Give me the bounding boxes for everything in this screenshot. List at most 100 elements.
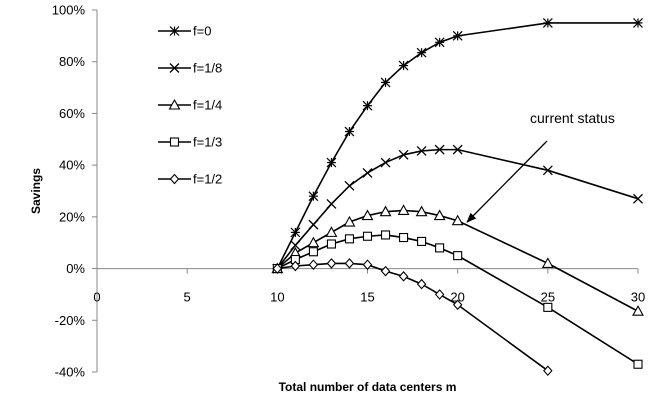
data-point (633, 359, 643, 369)
data-point (325, 226, 338, 237)
x-tick-label: 30 (631, 290, 645, 305)
data-point (362, 231, 373, 241)
data-point (398, 271, 409, 282)
data-point (433, 209, 446, 221)
series-line (276, 148, 639, 270)
legend-marker (169, 63, 180, 73)
data-point (362, 100, 373, 111)
marker-stroke (326, 198, 337, 209)
data-point (451, 214, 464, 226)
data-point (379, 205, 392, 217)
marker-stroke (326, 157, 337, 168)
data-point (380, 230, 391, 240)
marker-stroke (633, 18, 643, 28)
data-point (543, 365, 553, 377)
legend-label: f=1/3 (193, 135, 222, 150)
data-point (290, 227, 301, 238)
marker-stroke (362, 100, 373, 111)
series-line (277, 262, 549, 372)
data-point (633, 193, 643, 204)
y-tick-label: -40% (55, 365, 86, 380)
series-5 (272, 258, 553, 377)
legend-entry: f=1/4 (158, 98, 222, 113)
marker-stroke (290, 227, 301, 238)
marker-stroke (434, 144, 445, 155)
data-point (452, 144, 463, 155)
data-point (632, 305, 644, 316)
y-axis-title: Savings (29, 168, 43, 214)
legend-marker (169, 137, 180, 147)
y-tick-label: 40% (59, 158, 85, 173)
x-tick-label: 0 (93, 290, 100, 305)
marker-stroke (380, 77, 391, 88)
data-point (326, 157, 337, 168)
marker-stroke (434, 37, 445, 48)
legend-label: f=1/8 (193, 61, 222, 76)
data-point (434, 289, 445, 300)
annotation-label: current status (530, 110, 615, 126)
data-point (434, 144, 445, 155)
y-tick-label: 80% (59, 54, 85, 69)
data-point (307, 236, 320, 248)
marker-stroke (542, 18, 553, 28)
legend-entry: f=1/3 (158, 135, 222, 150)
data-point (380, 265, 391, 277)
data-point (343, 215, 356, 227)
data-point (272, 263, 283, 274)
data-point (344, 126, 355, 137)
data-point (416, 278, 427, 290)
data-point (417, 236, 427, 246)
data-point (542, 165, 553, 176)
data-point (326, 239, 336, 249)
legend-label: f=0 (193, 24, 211, 39)
data-point (308, 191, 319, 202)
marker-stroke (633, 193, 643, 204)
marker-stroke (416, 47, 427, 58)
data-point (344, 258, 355, 269)
marker-stroke (344, 180, 355, 191)
legend-marker (169, 26, 180, 36)
data-point (543, 302, 553, 312)
data-point (453, 251, 463, 261)
data-point (290, 240, 301, 251)
data-point (416, 47, 427, 58)
data-point (361, 209, 374, 221)
data-point (633, 18, 643, 28)
x-tick-label: 10 (270, 290, 284, 305)
data-point (398, 60, 409, 71)
marker-stroke (452, 30, 463, 41)
data-point (308, 219, 319, 230)
x-tick-label: 25 (541, 290, 555, 305)
legend-entry: f=1/2 (158, 172, 222, 187)
x-tick-label: 15 (360, 290, 374, 305)
legend-marker (168, 98, 181, 110)
data-point (326, 258, 337, 269)
data-point (415, 205, 428, 217)
y-tick-label: 100% (52, 3, 86, 18)
annotation-arrow (466, 140, 548, 223)
legend-entry: f=1/8 (158, 61, 222, 76)
data-point (308, 259, 319, 271)
data-point (380, 77, 391, 88)
marker-stroke (362, 167, 373, 178)
marker-stroke (542, 165, 553, 176)
data-point (399, 232, 409, 243)
marker-stroke (344, 126, 355, 137)
data-point (435, 243, 445, 253)
marker-stroke (416, 145, 427, 156)
data-point (434, 37, 445, 48)
legend-label: f=1/4 (193, 98, 222, 113)
marker-stroke (169, 26, 180, 36)
data-point (397, 204, 410, 215)
data-point (398, 149, 409, 160)
y-tick-label: 0% (66, 261, 85, 276)
data-point (541, 257, 554, 268)
marker-stroke (398, 60, 409, 71)
y-tick-label: 20% (59, 209, 85, 224)
marker-stroke (290, 240, 301, 251)
x-tick-label: 5 (184, 290, 191, 305)
y-tick-label: -20% (55, 313, 86, 328)
legend-label: f=1/2 (193, 172, 222, 187)
